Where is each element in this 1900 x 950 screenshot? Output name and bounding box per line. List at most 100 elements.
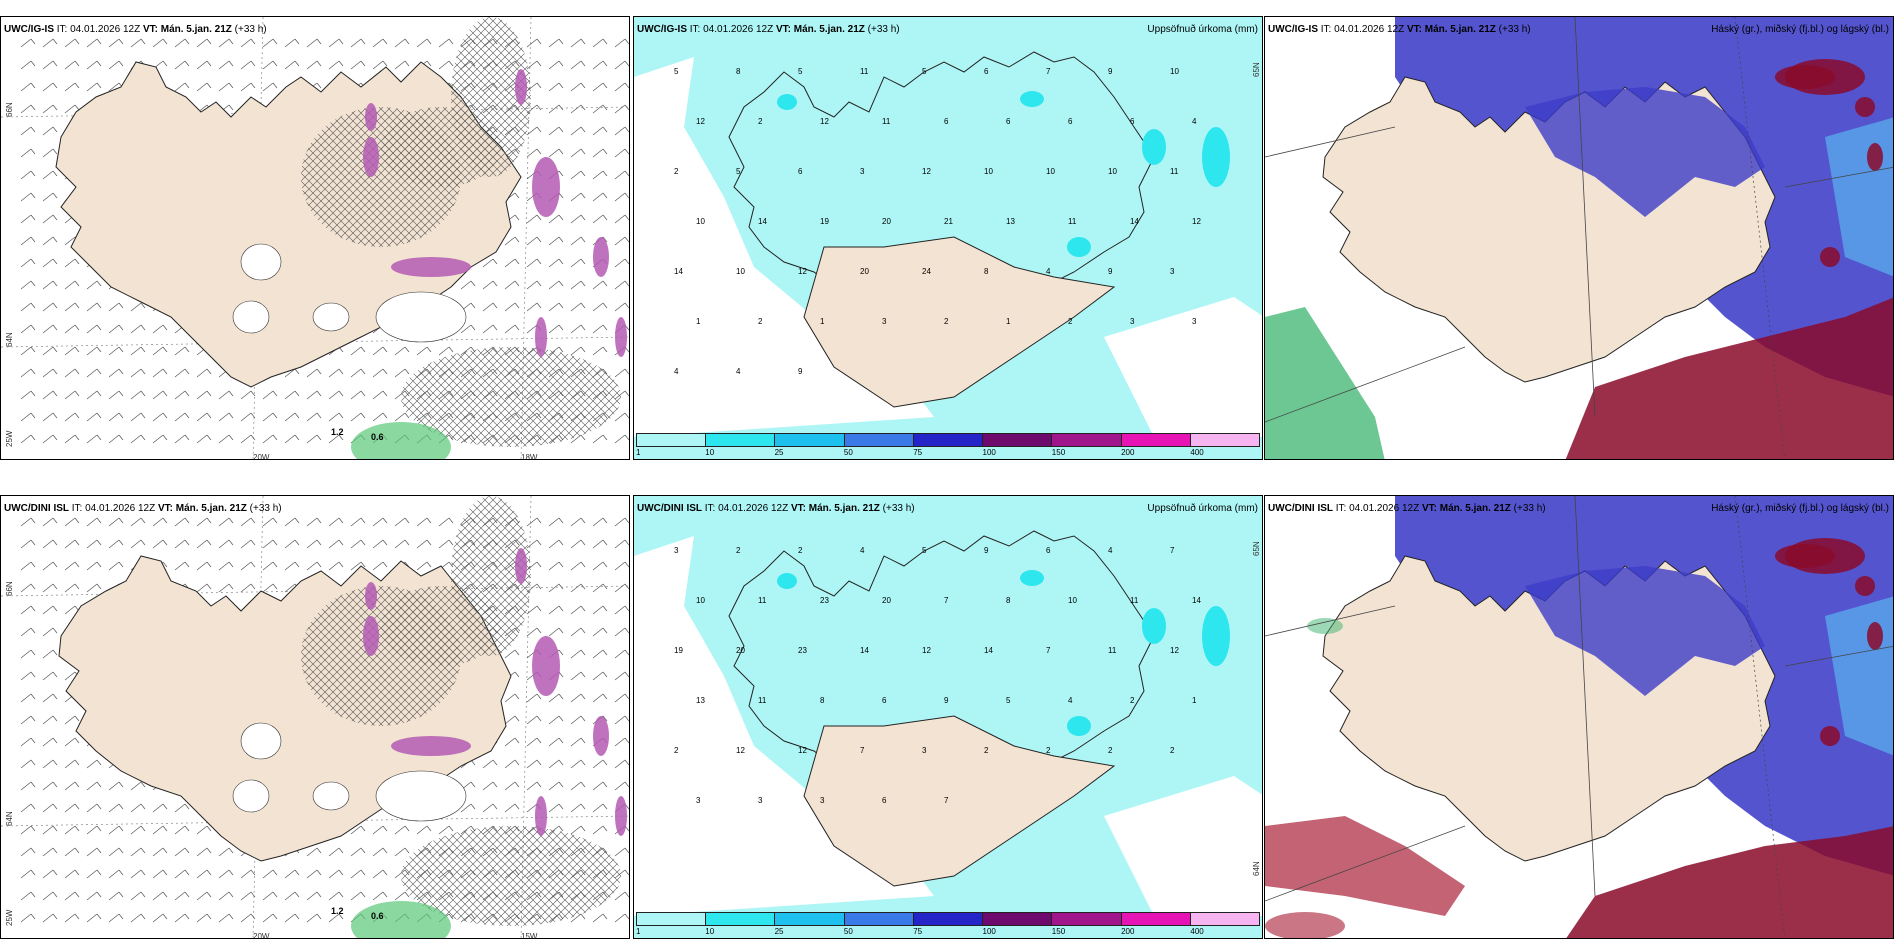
precip-value: 9 <box>1108 67 1113 76</box>
vt-value: Mán. 5.jan. 21Z <box>1439 503 1511 514</box>
precip-value: 23 <box>820 596 829 605</box>
precip-value: 6 <box>944 117 949 126</box>
model-name: UWC/IG-IS <box>637 24 687 35</box>
value-label: 1.2 <box>331 906 344 916</box>
high-cloud-area <box>1265 307 1385 459</box>
map-canvas <box>1 17 629 459</box>
precip-value: 14 <box>1192 596 1201 605</box>
precip-value: 13 <box>696 696 705 705</box>
model-name: UWC/DINI ISL <box>4 503 69 514</box>
lead-time: (+33 h) <box>249 503 282 514</box>
latitude-label: 25W <box>5 430 14 447</box>
colorbar-tick-label: 75 <box>913 448 923 457</box>
panel-title: UWC/IG-IS IT: 04.01.2026 12Z VT: Mán. 5.… <box>637 24 900 35</box>
value-label: 0.6 <box>371 432 384 442</box>
latitude-label: 64N <box>1252 861 1261 876</box>
colorbar-tick-label: 400 <box>1190 927 1204 936</box>
panel-bottom-left-wind: 1.2 0.6 66N 64N 25W 20W 15W UWC/DINI ISL IT: 04… <box>0 495 630 939</box>
precip-value: 12 <box>736 746 745 755</box>
precip-value: 11 <box>860 67 869 76</box>
colorbar-tick-label: 25 <box>774 927 784 936</box>
precip-value: 2 <box>674 746 679 755</box>
it-label: IT: <box>1335 503 1347 514</box>
precip-value: 3 <box>696 796 701 805</box>
map-canvas <box>634 530 1262 916</box>
colorbar-segment <box>844 913 914 925</box>
precip-value: 20 <box>860 267 869 276</box>
precip-value: 10 <box>984 167 993 176</box>
field-description: Háský (gr.), miðský (fj.bl.) og lágský (… <box>1711 24 1889 35</box>
high-cloud-area <box>1307 618 1343 634</box>
precip-value: 4 <box>860 546 865 555</box>
model-name: UWC/IG-IS <box>4 24 54 35</box>
precip-value: 2 <box>758 117 763 126</box>
vt-label: VT: <box>775 24 791 35</box>
precip-value: 20 <box>882 217 891 226</box>
precip-value: 6 <box>798 167 803 176</box>
precip-value: 7 <box>1046 67 1051 76</box>
map-canvas <box>634 51 1262 437</box>
field-description: Uppsöfnuð úrkoma (mm) <box>1147 503 1258 514</box>
precip-value: 4 <box>1192 117 1197 126</box>
colorbar-tick-label: 100 <box>982 448 996 457</box>
colorbar-segment <box>983 913 1053 925</box>
vt-label: VT: <box>1406 24 1422 35</box>
precip-value: 6 <box>1006 117 1011 126</box>
precip-value: 13 <box>1006 217 1015 226</box>
precip-value: 21 <box>944 217 953 226</box>
vt-value: Mán. 5.jan. 21Z <box>808 503 880 514</box>
lead-time: (+33 h) <box>867 24 900 35</box>
longitude-label: 18W <box>521 453 538 460</box>
precip-value: 12 <box>1192 217 1201 226</box>
precip-value: 5 <box>674 67 679 76</box>
colorbar-tick-label: 50 <box>843 448 853 457</box>
precip-value: 4 <box>1068 696 1073 705</box>
precip-value: 6 <box>882 696 887 705</box>
precip-value: 2 <box>674 167 679 176</box>
map-canvas <box>1265 496 1893 938</box>
precip-value: 2 <box>1046 746 1051 755</box>
colorbar-tick-label: 100 <box>982 927 996 936</box>
it-label: IT: <box>1320 24 1332 35</box>
it-label: IT: <box>704 503 716 514</box>
precip-value: 7 <box>944 796 949 805</box>
precip-value: 11 <box>882 117 891 126</box>
precip-value: 8 <box>984 267 989 276</box>
map-canvas <box>1 496 629 938</box>
longitude-label: 20W <box>253 453 270 460</box>
lead-time: (+33 h) <box>234 24 267 35</box>
precip-value: 5 <box>798 67 803 76</box>
precip-value: 12 <box>922 167 931 176</box>
colorbar-ticks: 1 10 25 50 75 100 150 200 400 <box>636 448 1260 458</box>
colorbar-segment <box>913 913 984 925</box>
latitude-label: 64N <box>5 811 14 826</box>
colorbar-segment <box>1052 434 1122 446</box>
colorbar-segment <box>1190 434 1259 446</box>
it-value: 04.01.2026 12Z <box>718 503 789 514</box>
colorbar-segment <box>775 913 845 925</box>
precip-value: 2 <box>1108 746 1113 755</box>
precip-value: 1 <box>1192 696 1197 705</box>
colorbar-tick-label: 10 <box>705 927 715 936</box>
panel-right-title: Uppsöfnuð úrkoma (mm) <box>1147 24 1258 35</box>
precip-value: 10 <box>1068 596 1077 605</box>
precip-value: 12 <box>798 267 807 276</box>
precip-value: 7 <box>860 746 865 755</box>
precip-value: 2 <box>984 746 989 755</box>
precip-value: 3 <box>674 546 679 555</box>
vt-value: Mán. 5.jan. 21Z <box>160 24 232 35</box>
precip-value: 2 <box>944 317 949 326</box>
model-name: UWC/DINI ISL <box>637 503 702 514</box>
panel-right-title: Uppsöfnuð úrkoma (mm) <box>1147 503 1258 514</box>
latitude-label: 65N <box>1252 541 1261 556</box>
colorbar-tick-label: 75 <box>913 927 923 936</box>
colorbar-tick-label: 10 <box>705 448 715 457</box>
precip-value: 11 <box>1068 217 1077 226</box>
colorbar-segment <box>706 913 776 925</box>
precip-value: 7 <box>944 596 949 605</box>
precip-value: 6 <box>1046 546 1051 555</box>
precip-value: 2 <box>736 546 741 555</box>
panel-title: UWC/IG-IS IT: 04.01.2026 12Z VT: Mán. 5.… <box>4 24 267 35</box>
precip-value: 12 <box>1170 646 1179 655</box>
panel-title: UWC/DINI ISL IT: 04.01.2026 12Z VT: Mán.… <box>637 503 915 514</box>
